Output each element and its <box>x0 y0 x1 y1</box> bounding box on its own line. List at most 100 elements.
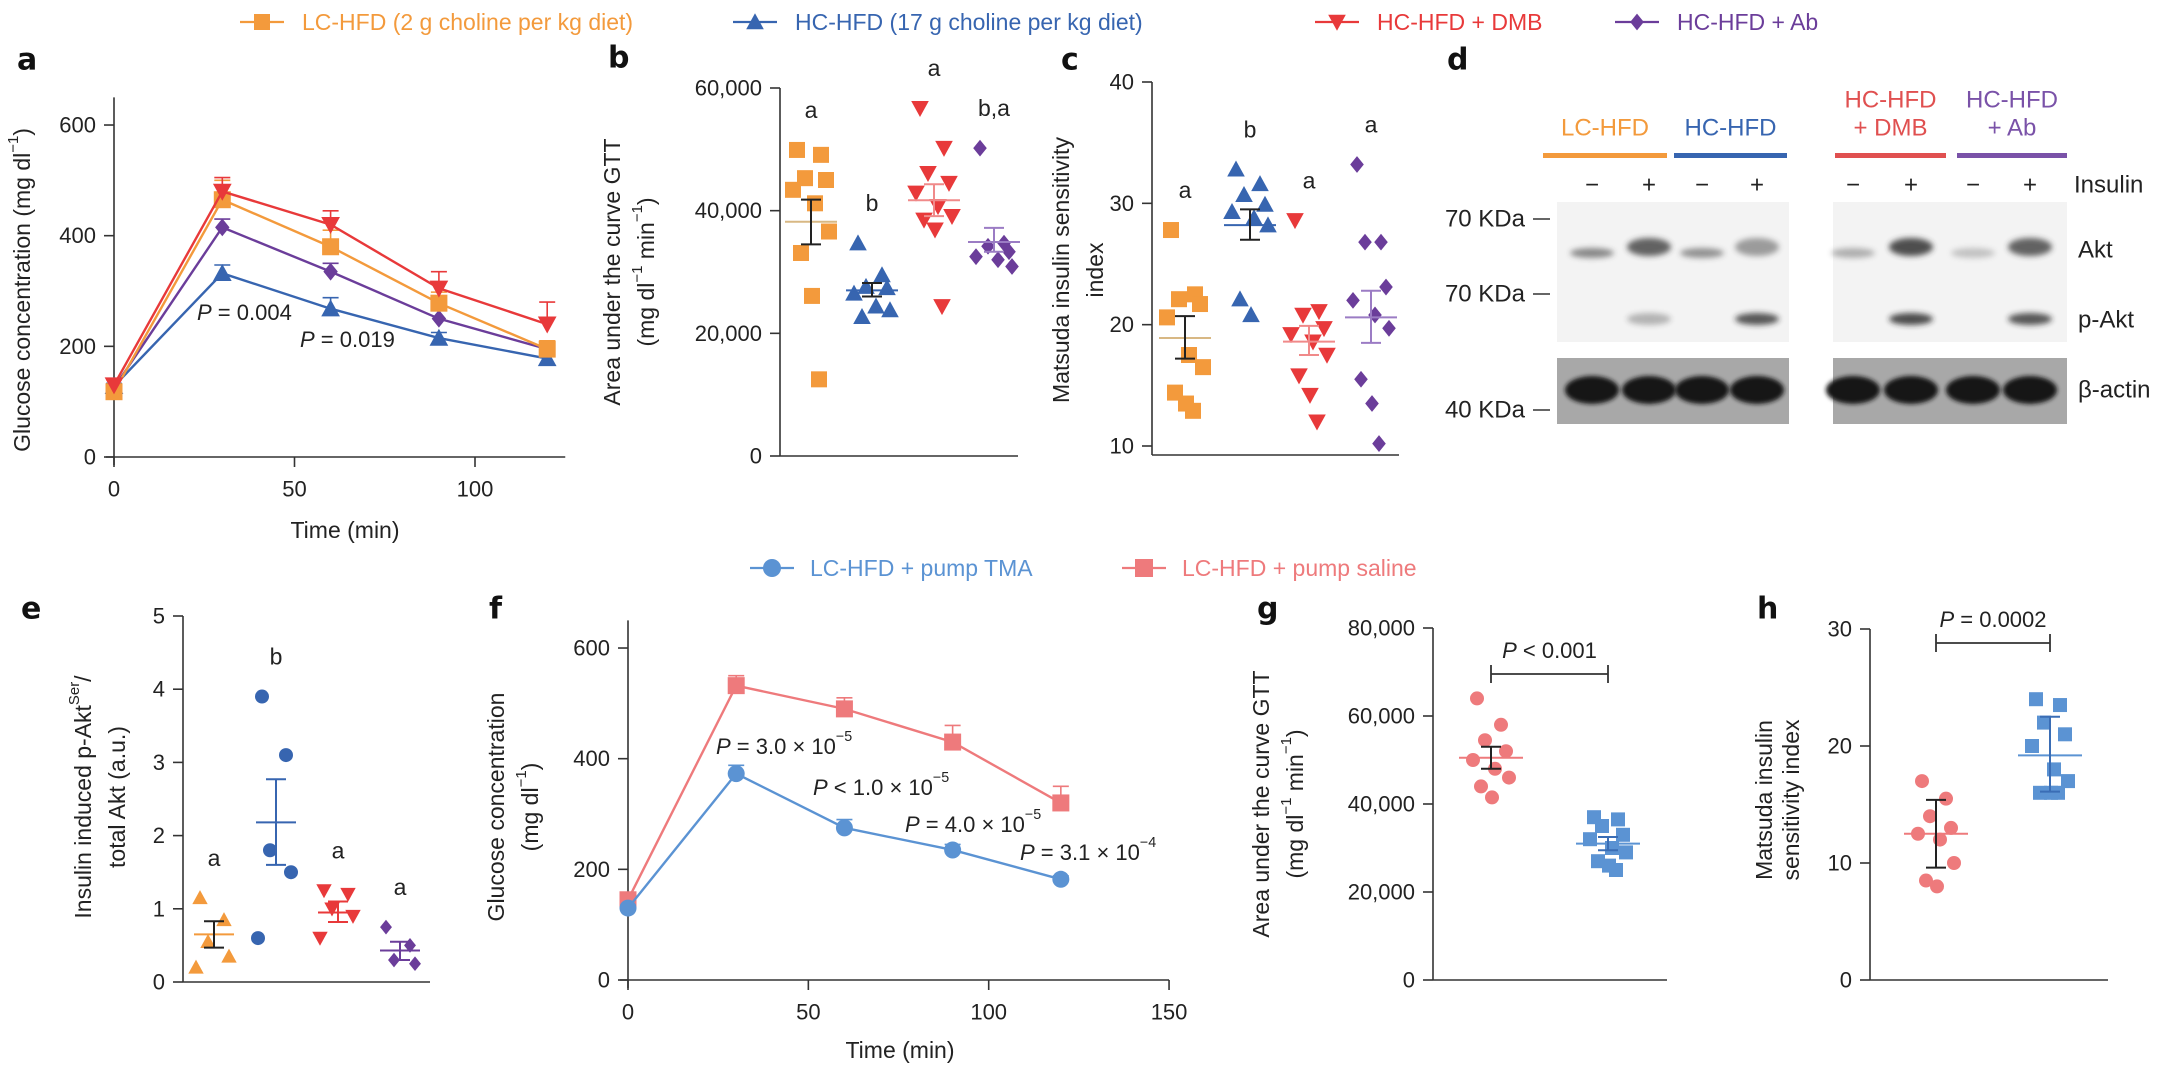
panel-letter-g: g <box>1257 592 1278 627</box>
actin-band <box>1730 376 1784 404</box>
data-point <box>1159 309 1175 326</box>
data-point <box>284 865 298 880</box>
data-point <box>973 139 987 157</box>
data-point <box>212 183 232 201</box>
p-value-annotation: P = 3.0 × 10−5 <box>716 729 852 758</box>
data-point <box>1163 222 1179 239</box>
p-value-annotation: P < 1.0 × 10−5 <box>813 770 949 799</box>
data-point <box>873 266 891 283</box>
data-point <box>1470 691 1484 706</box>
x-tick-label: 0 <box>108 477 120 502</box>
data-point <box>251 931 265 946</box>
data-point <box>1494 717 1508 732</box>
panel-letter-a: a <box>17 43 37 78</box>
p-value-annotation: P = 0.004 <box>197 300 292 325</box>
data-point <box>200 934 216 949</box>
data-point <box>1358 233 1372 251</box>
data-point <box>1919 873 1933 888</box>
data-point <box>943 208 961 225</box>
data-point <box>1915 774 1929 789</box>
label-segment: ) <box>633 197 659 205</box>
data-point <box>538 340 556 358</box>
legend-label: HC-HFD (17 g choline per kg diet) <box>795 9 1143 35</box>
data-point <box>1223 203 1241 220</box>
legend-marker-diamond-icon <box>1630 13 1644 31</box>
data-point <box>431 309 447 328</box>
p-value-annotation: P = 3.1 × 10−4 <box>1020 835 1156 864</box>
label-segment: (mg dl <box>517 787 543 851</box>
legend-label: LC-HFD + pump saline <box>1182 555 1417 581</box>
legend-marker-square-icon <box>1135 559 1153 577</box>
data-point <box>216 912 232 927</box>
y-axis-label: Matsuda insulin <box>1751 720 1777 880</box>
data-point <box>804 287 820 304</box>
label-segment: min <box>1282 754 1308 797</box>
data-point <box>919 166 937 183</box>
y-axis-label: Area under the curve GTT <box>599 138 625 405</box>
group-0: a <box>785 97 837 388</box>
group-label: LC-HFD <box>1561 115 1649 142</box>
data-point <box>1286 213 1304 230</box>
data-point <box>1944 820 1958 835</box>
data-point <box>263 843 277 858</box>
label-segment: Area under the curve GTT <box>1248 670 1274 937</box>
y-tick-label: 20 <box>1828 734 1852 759</box>
data-point <box>935 140 953 157</box>
panel-h: 0 10 20 30 Matsuda insulin sensitivity index P… <box>1751 607 2108 993</box>
data-point <box>845 284 863 301</box>
y-tick-label: 400 <box>59 223 96 248</box>
significance-letter: b <box>270 644 283 670</box>
data-point <box>997 234 1011 252</box>
legend-item: HC-HFD + Ab <box>1615 9 1818 35</box>
actin-band <box>1946 376 2000 404</box>
p-akt-band <box>1889 313 1933 325</box>
actin-band <box>1884 376 1938 404</box>
p-value-annotation: P = 0.0002 <box>1939 607 2046 632</box>
insulin-sign: − <box>1966 172 1980 199</box>
significance-letter: a <box>1365 112 1378 138</box>
y-tick-label: 0 <box>750 444 762 469</box>
data-point <box>1365 395 1379 412</box>
label-segment: / <box>70 675 96 682</box>
insulin-sign: − <box>1846 172 1860 199</box>
group-0 <box>1459 691 1523 805</box>
significance-letter: b,a <box>978 95 1010 121</box>
data-point <box>404 938 416 953</box>
group-0: a <box>1159 177 1211 419</box>
y-tick-label: 10 <box>1110 434 1134 459</box>
data-point <box>1171 291 1187 308</box>
band-label: p-Akt <box>2078 307 2134 334</box>
data-point <box>911 101 929 118</box>
group-bar <box>1957 153 2067 158</box>
data-point <box>849 234 867 251</box>
data-point <box>1052 794 1070 812</box>
label-segment: Glucose concentration <box>483 693 509 922</box>
legend-marker-circle-icon <box>763 559 781 577</box>
superscript: −1 <box>512 770 529 787</box>
panel-letter-h: h <box>1757 592 1778 627</box>
data-point <box>1591 854 1605 869</box>
superscript: −5 <box>1025 807 1041 823</box>
data-point <box>981 237 995 255</box>
data-point <box>1256 195 1274 212</box>
insulin-label: Insulin <box>2074 172 2143 199</box>
group-3: a <box>380 874 421 972</box>
data-point <box>380 919 392 935</box>
data-point <box>835 700 853 718</box>
label-segment: P <box>1502 638 1517 663</box>
legend-marker-square-icon <box>254 14 270 30</box>
label-segment: (mg dl <box>633 283 659 347</box>
data-point <box>1346 292 1360 309</box>
label-segment: ) <box>517 763 543 771</box>
y-tick-label: 10 <box>1828 851 1852 876</box>
label-segment: P <box>905 812 920 837</box>
x-axis-label: Time (min) <box>290 517 399 543</box>
label-segment: = 3.1 × 10 <box>1035 840 1140 865</box>
data-point <box>1282 327 1300 344</box>
data-point <box>1301 387 1319 404</box>
y-tick-label: 30 <box>1828 617 1852 642</box>
label-segment: ) <box>9 128 35 136</box>
panel-letter-b: b <box>608 41 629 76</box>
x-tick-label: 50 <box>282 477 306 502</box>
